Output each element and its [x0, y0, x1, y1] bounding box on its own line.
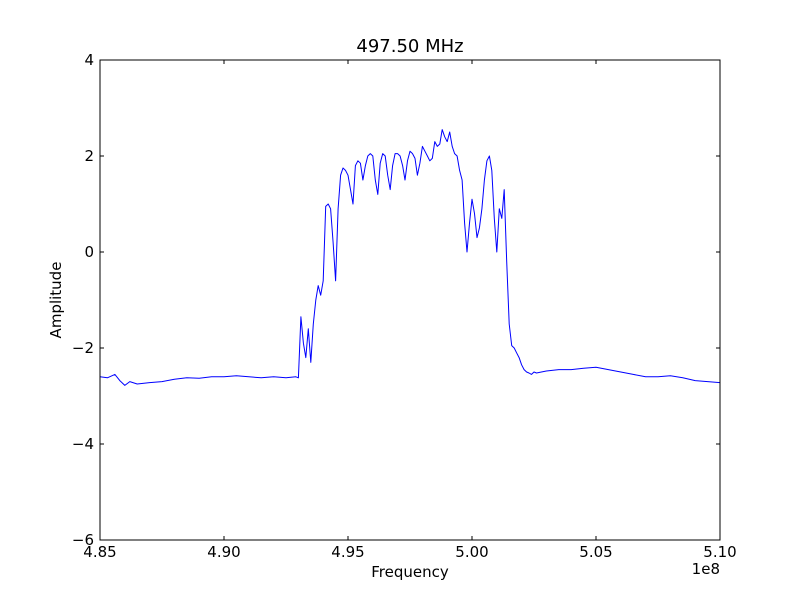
series-line-0: [99, 129, 721, 386]
x-tick-label: 4.95: [331, 543, 364, 561]
chart-title: 497.50 MHz: [356, 36, 463, 57]
x-tick-label: 5.05: [579, 543, 612, 561]
y-tick-label: 2: [84, 147, 94, 165]
y-axis-title: Amplitude: [47, 262, 65, 339]
plot-area: [99, 129, 721, 386]
x-tick-label: 4.90: [207, 543, 240, 561]
y-tick-label: −6: [72, 531, 94, 549]
x-offset-label: 1e8: [692, 560, 720, 578]
x-tick-label: 5.00: [455, 543, 488, 561]
x-tick-label: 5.10: [703, 543, 736, 561]
y-tick-label: −4: [72, 435, 94, 453]
axes-frame: [99, 59, 721, 541]
y-tick-label: −2: [72, 339, 94, 357]
x-axis-title: Frequency: [371, 563, 449, 581]
y-tick-label: 4: [84, 51, 94, 69]
x-tick-label: 4.85: [83, 543, 116, 561]
y-tick-label: 0: [84, 243, 94, 261]
axes: 4.85 4.90 4.95 5.00 5.05 5.10 −6 −4 −2 0 2 4: [72, 51, 737, 561]
